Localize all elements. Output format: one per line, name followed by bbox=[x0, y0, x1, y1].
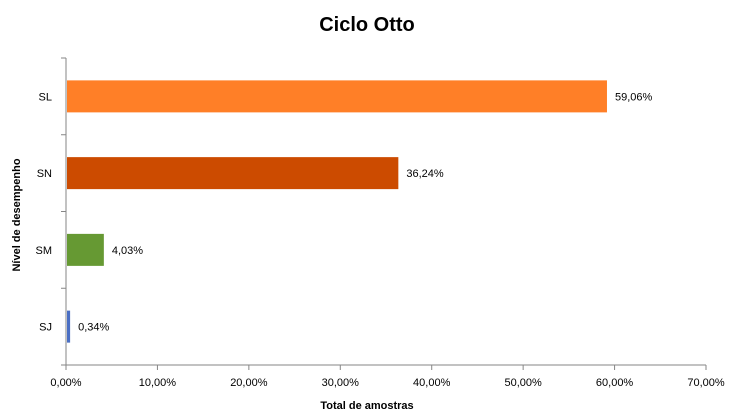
x-tick-label: 40,00% bbox=[413, 377, 451, 389]
x-tick-label: 50,00% bbox=[504, 377, 542, 389]
x-tick-label: 30,00% bbox=[322, 377, 360, 389]
data-label: 36,24% bbox=[406, 168, 444, 180]
y-axis-label: Nível de desempenho bbox=[11, 158, 23, 271]
y-tick-label: SJ bbox=[39, 322, 52, 334]
data-label: 4,03% bbox=[112, 245, 143, 257]
plot-area: 0,00% 10,00% 20,00% 30,00% 40,00% 50,00% 60,00… bbox=[36, 57, 725, 389]
y-tick-label: SN bbox=[37, 168, 52, 180]
bar-sl bbox=[67, 80, 607, 113]
bar-sj bbox=[67, 310, 71, 343]
chart-title: Ciclo Otto bbox=[319, 14, 415, 36]
bar-sn bbox=[67, 157, 399, 190]
x-tick-label: 70,00% bbox=[687, 377, 725, 389]
y-tick-label: SL bbox=[39, 91, 52, 103]
x-tick-label: 0,00% bbox=[50, 377, 81, 389]
bar-sm bbox=[67, 233, 104, 266]
x-tick-label: 60,00% bbox=[596, 377, 634, 389]
x-axis-label: Total de amostras bbox=[320, 400, 413, 412]
x-tick-label: 20,00% bbox=[230, 377, 268, 389]
y-tick-label: SM bbox=[36, 245, 53, 257]
data-label: 59,06% bbox=[615, 91, 653, 103]
x-tick-label: 10,00% bbox=[139, 377, 177, 389]
data-label: 0,34% bbox=[78, 322, 109, 334]
